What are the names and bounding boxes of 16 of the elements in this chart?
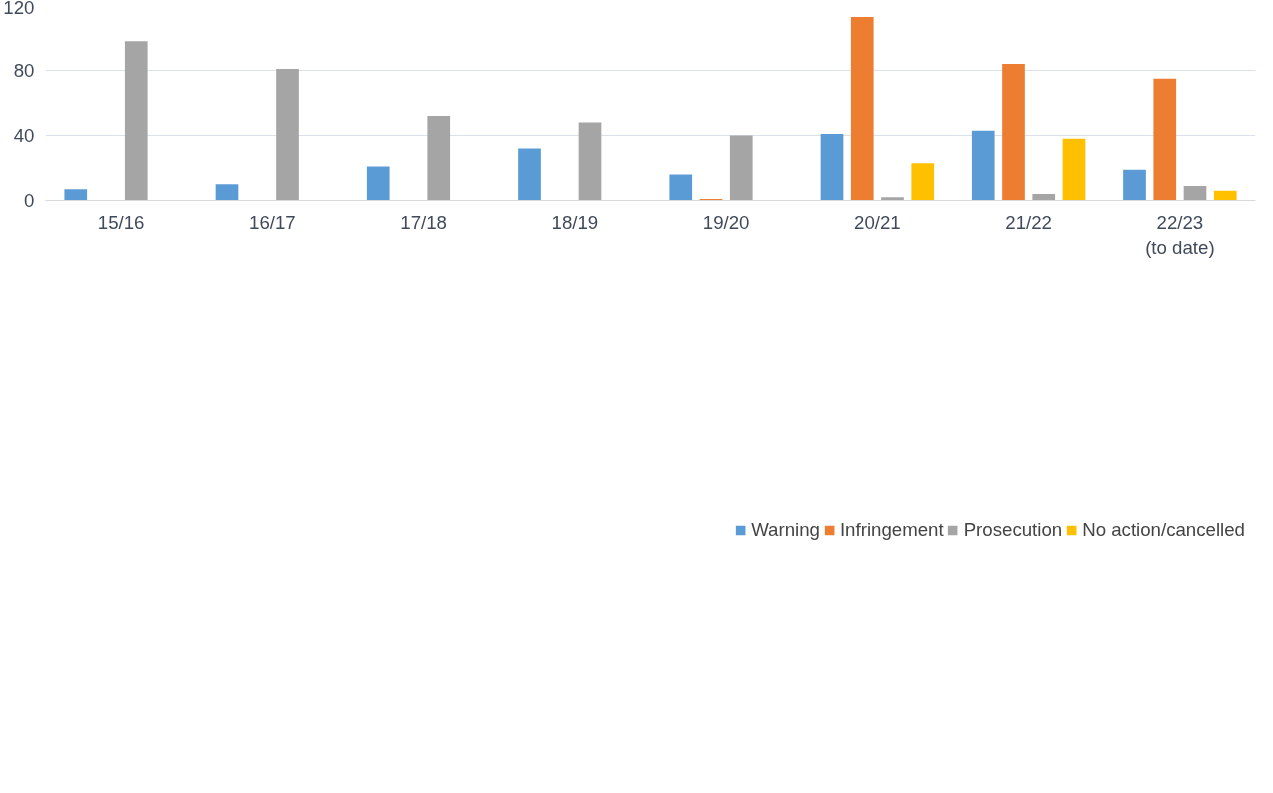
x-tick-label: 16/17 — [249, 211, 296, 233]
y-tick-label: 120 — [3, 0, 35, 18]
x-tick-label: 17/18 — [400, 211, 447, 233]
legend-label: Infringement — [839, 519, 944, 541]
y-tick-label: 0 — [24, 190, 35, 211]
legend-label: Prosecution — [963, 519, 1063, 541]
x-tick-label: 20/21 — [854, 211, 901, 233]
x-tick-label: 22/23 (to date) — [1145, 211, 1215, 258]
y-tick-label: 40 — [13, 125, 35, 146]
legend-label: No action/cancelled — [1082, 519, 1245, 541]
y-tick-label: 80 — [13, 60, 35, 81]
x-tick-label: 18/19 — [551, 211, 599, 233]
x-tick-label: 21/22 — [1005, 211, 1052, 233]
x-tick-label: 19/20 — [702, 211, 750, 233]
legend-label: Warning — [751, 519, 820, 541]
x-tick-label: 15/16 — [97, 211, 145, 233]
